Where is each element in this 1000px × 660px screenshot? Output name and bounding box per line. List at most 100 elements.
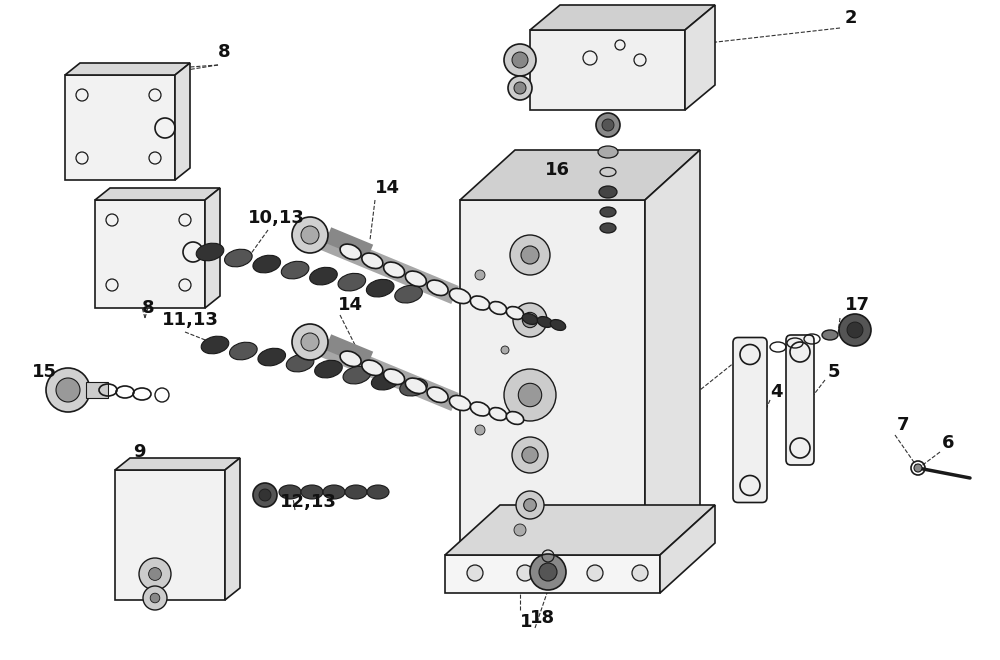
Polygon shape <box>86 382 108 398</box>
Circle shape <box>602 119 614 131</box>
Text: 12,13: 12,13 <box>280 493 337 511</box>
Polygon shape <box>530 5 715 30</box>
FancyBboxPatch shape <box>786 335 814 465</box>
Polygon shape <box>65 75 175 180</box>
Ellipse shape <box>279 485 301 499</box>
Polygon shape <box>115 470 225 600</box>
Ellipse shape <box>371 372 399 390</box>
Circle shape <box>521 246 539 264</box>
Ellipse shape <box>470 402 490 416</box>
Ellipse shape <box>598 146 618 158</box>
Ellipse shape <box>286 354 314 372</box>
Ellipse shape <box>201 336 229 354</box>
Ellipse shape <box>315 360 342 378</box>
Text: 8: 8 <box>218 43 231 61</box>
Circle shape <box>259 489 271 501</box>
Circle shape <box>504 44 536 76</box>
Ellipse shape <box>338 273 366 291</box>
Text: 10,13: 10,13 <box>248 209 305 227</box>
Ellipse shape <box>340 351 361 366</box>
Polygon shape <box>205 188 220 308</box>
Circle shape <box>632 565 648 581</box>
Ellipse shape <box>281 261 309 279</box>
Circle shape <box>150 593 160 603</box>
Circle shape <box>139 558 171 590</box>
Ellipse shape <box>301 485 323 499</box>
Circle shape <box>292 217 328 253</box>
Circle shape <box>514 82 526 94</box>
Ellipse shape <box>427 387 448 403</box>
Circle shape <box>143 586 167 610</box>
Circle shape <box>475 270 485 280</box>
Polygon shape <box>95 200 205 308</box>
Ellipse shape <box>405 378 426 393</box>
Polygon shape <box>225 458 240 600</box>
Text: 16: 16 <box>545 161 570 179</box>
Text: 1: 1 <box>520 613 532 631</box>
Circle shape <box>504 369 556 421</box>
Polygon shape <box>445 555 660 593</box>
Polygon shape <box>685 5 715 110</box>
Text: 18: 18 <box>530 609 555 627</box>
Polygon shape <box>445 505 715 555</box>
Ellipse shape <box>225 249 252 267</box>
Polygon shape <box>660 505 715 593</box>
Circle shape <box>522 312 538 327</box>
Ellipse shape <box>405 271 426 286</box>
Circle shape <box>530 554 566 590</box>
Text: 9: 9 <box>133 443 146 461</box>
Ellipse shape <box>258 348 286 366</box>
Ellipse shape <box>384 369 405 385</box>
Ellipse shape <box>362 360 383 376</box>
Polygon shape <box>65 63 190 75</box>
Ellipse shape <box>449 395 471 411</box>
Ellipse shape <box>400 378 427 396</box>
Ellipse shape <box>600 223 616 233</box>
Ellipse shape <box>822 330 838 340</box>
Polygon shape <box>460 200 645 560</box>
Text: 6: 6 <box>942 434 954 452</box>
Circle shape <box>46 368 90 412</box>
Circle shape <box>517 565 533 581</box>
Text: 15: 15 <box>32 363 57 381</box>
Ellipse shape <box>600 168 616 176</box>
Circle shape <box>524 499 536 512</box>
Ellipse shape <box>343 366 371 384</box>
Circle shape <box>292 324 328 360</box>
Ellipse shape <box>522 314 538 325</box>
Ellipse shape <box>230 343 257 360</box>
Circle shape <box>596 113 620 137</box>
Text: 4: 4 <box>770 383 782 401</box>
Ellipse shape <box>537 317 553 327</box>
Text: 14: 14 <box>375 179 400 197</box>
Ellipse shape <box>600 207 616 217</box>
Circle shape <box>512 52 528 68</box>
Circle shape <box>839 314 871 346</box>
Ellipse shape <box>367 485 389 499</box>
Ellipse shape <box>310 267 337 285</box>
FancyBboxPatch shape <box>733 337 767 502</box>
Text: 11,13: 11,13 <box>162 311 219 329</box>
Circle shape <box>514 524 526 536</box>
Ellipse shape <box>384 262 405 277</box>
Ellipse shape <box>323 485 345 499</box>
Circle shape <box>516 491 544 519</box>
Circle shape <box>508 76 532 100</box>
Circle shape <box>467 565 483 581</box>
Circle shape <box>518 383 542 407</box>
Circle shape <box>301 226 319 244</box>
Ellipse shape <box>427 280 448 296</box>
Polygon shape <box>530 30 685 110</box>
Ellipse shape <box>345 485 367 499</box>
Ellipse shape <box>449 288 471 304</box>
Polygon shape <box>460 150 700 200</box>
Circle shape <box>475 425 485 435</box>
Ellipse shape <box>340 244 361 259</box>
Ellipse shape <box>362 253 383 269</box>
Ellipse shape <box>506 412 524 424</box>
Circle shape <box>512 437 548 473</box>
Text: 2: 2 <box>845 9 858 27</box>
Circle shape <box>510 235 550 275</box>
Polygon shape <box>175 63 190 180</box>
Circle shape <box>56 378 80 402</box>
